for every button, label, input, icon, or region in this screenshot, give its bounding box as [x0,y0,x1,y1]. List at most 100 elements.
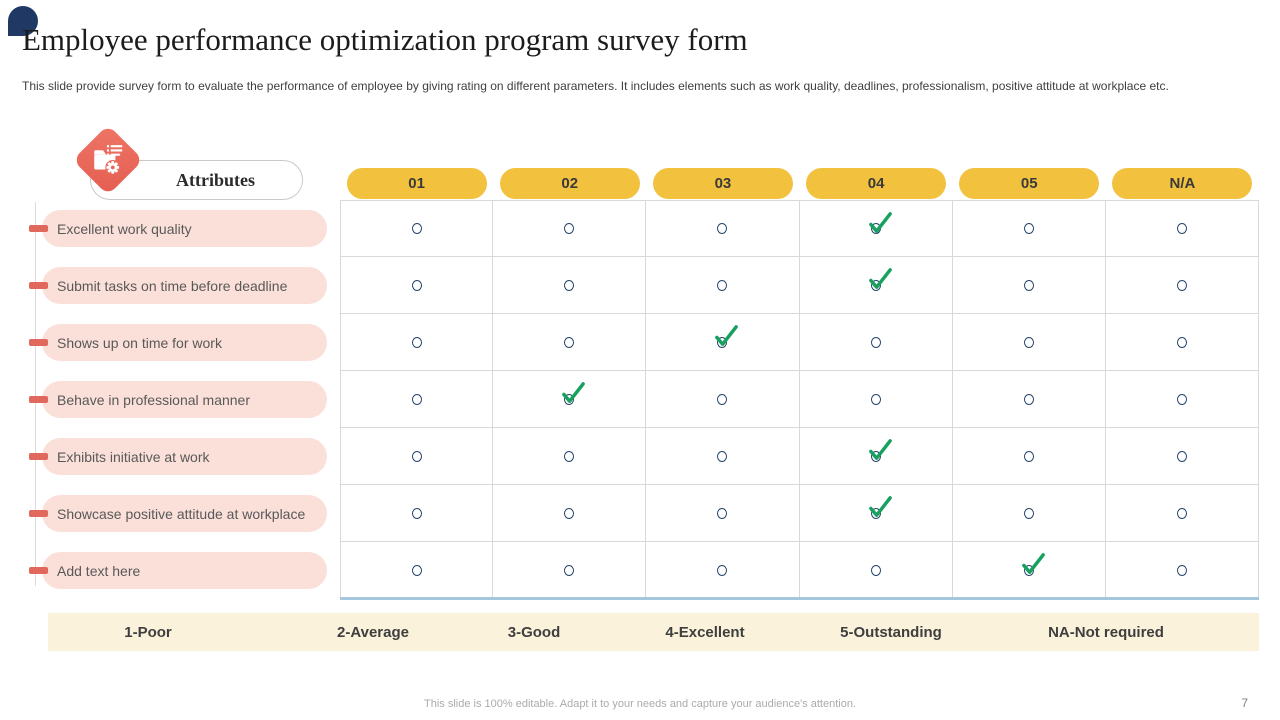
rating-cell[interactable] [1105,371,1259,428]
column-header-cell: N/A [1106,168,1259,199]
rating-cell[interactable] [493,542,647,599]
rating-cell[interactable] [646,314,800,371]
rating-cell[interactable] [1105,200,1259,257]
column-header-pill: 04 [806,168,947,199]
footer-note: This slide is 100% editable. Adapt it to… [424,698,856,710]
page-title: Employee performance optimization progra… [22,22,748,57]
rating-cell[interactable] [340,257,494,314]
radio-circle-icon[interactable] [564,336,575,348]
radio-circle-icon[interactable] [1176,564,1187,576]
rating-cell[interactable] [952,257,1106,314]
rating-cell[interactable] [799,257,953,314]
radio-circle-icon[interactable] [717,507,728,519]
rating-cell[interactable] [952,371,1106,428]
column-header-pill: 05 [959,168,1100,199]
rating-cell[interactable] [340,314,494,371]
legend-item: 5-Outstanding [840,623,942,641]
rating-cell[interactable] [646,200,800,257]
rating-grid [340,200,1259,600]
rating-cell[interactable] [493,485,647,542]
rating-cell[interactable] [340,428,494,485]
table-bottom-border [340,597,1259,600]
radio-circle-icon[interactable] [870,393,881,405]
rating-cell[interactable] [646,542,800,599]
rating-cell[interactable] [493,200,647,257]
radio-circle-icon[interactable] [1023,507,1034,519]
rating-cell[interactable] [646,485,800,542]
attribute-bullet-dash [29,567,48,574]
radio-circle-icon[interactable] [1176,450,1187,462]
green-check-icon [868,268,892,289]
rating-cell[interactable] [952,542,1106,599]
rating-cell[interactable] [799,485,953,542]
rating-cell[interactable] [1105,257,1259,314]
rating-cell[interactable] [952,314,1106,371]
radio-circle-icon[interactable] [1023,450,1034,462]
radio-circle-icon[interactable] [411,564,422,576]
radio-circle-icon[interactable] [411,507,422,519]
rating-cell[interactable] [646,428,800,485]
radio-circle-icon[interactable] [870,564,881,576]
attributes-header-label: Attributes [176,169,255,190]
radio-circle-icon[interactable] [1023,223,1034,234]
legend-item: NA-Not required [1048,623,1164,641]
rating-legend: 1-Poor 2-Average 3-Good 4-Excellent 5-Outsta… [48,613,1259,651]
radio-circle-icon[interactable] [1176,223,1187,234]
radio-circle-icon[interactable] [1176,507,1187,519]
rating-cell[interactable] [799,542,953,599]
rating-cell[interactable] [493,314,647,371]
rating-cell[interactable] [340,200,494,257]
radio-circle-icon[interactable] [1023,336,1034,348]
green-check-icon [868,439,892,460]
rating-cell[interactable] [1105,485,1259,542]
radio-circle-icon[interactable] [564,564,575,576]
radio-circle-icon[interactable] [717,223,728,234]
radio-circle-icon[interactable] [717,564,728,576]
rating-cell[interactable] [799,200,953,257]
radio-circle-icon[interactable] [717,393,728,405]
radio-circle-icon[interactable] [411,279,422,291]
radio-circle-icon[interactable] [564,279,575,291]
corner-blob-decoration [8,6,38,36]
rating-cell[interactable] [799,371,953,428]
rating-cell[interactable] [493,428,647,485]
radio-circle-icon[interactable] [411,336,422,348]
rating-cell[interactable] [1105,542,1259,599]
attribute-bullet-dash [29,339,48,346]
radio-circle-icon[interactable] [411,393,422,405]
rating-cell[interactable] [493,371,647,428]
legend-item: 2-Average [337,623,409,641]
rating-cell[interactable] [646,257,800,314]
radio-circle-icon[interactable] [870,336,881,348]
rating-cell[interactable] [493,257,647,314]
radio-circle-icon[interactable] [1023,393,1034,405]
attribute-bullet-dash [29,453,48,460]
rating-cell[interactable] [1105,314,1259,371]
column-header-cell: 02 [493,168,646,199]
radio-circle-icon[interactable] [411,450,422,462]
rating-cell[interactable] [340,371,494,428]
radio-circle-icon[interactable] [564,507,575,519]
radio-circle-icon[interactable] [717,450,728,462]
radio-circle-icon[interactable] [411,223,422,234]
rating-cell[interactable] [340,542,494,599]
radio-circle-icon[interactable] [564,450,575,462]
radio-circle-icon[interactable] [717,279,728,291]
attribute-bullet-dash [29,510,48,517]
rating-cell[interactable] [340,485,494,542]
rating-cell[interactable] [952,200,1106,257]
radio-circle-icon[interactable] [1176,279,1187,291]
radio-circle-icon[interactable] [564,223,575,234]
radio-circle-icon[interactable] [1176,393,1187,405]
column-header-cell: 04 [800,168,953,199]
radio-circle-icon[interactable] [1023,279,1034,291]
rating-cell[interactable] [799,314,953,371]
attribute-row-pill: Behave in professional manner [29,381,327,418]
radio-circle-icon[interactable] [1176,336,1187,348]
column-header-pill: 02 [499,168,640,199]
rating-cell[interactable] [799,428,953,485]
rating-cell[interactable] [646,371,800,428]
rating-cell[interactable] [952,428,1106,485]
rating-cell[interactable] [952,485,1106,542]
rating-cell[interactable] [1105,428,1259,485]
